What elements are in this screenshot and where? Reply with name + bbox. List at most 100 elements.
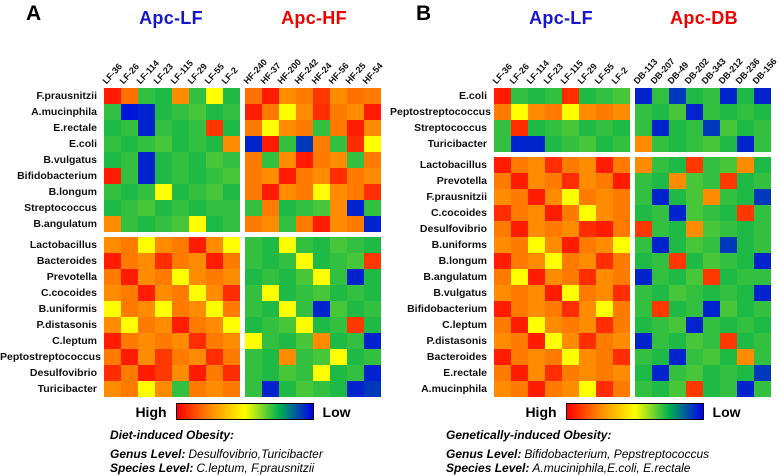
heatmap-cell: [206, 152, 223, 168]
heatmap-cell: [596, 365, 613, 381]
heatmap-cell: [206, 184, 223, 200]
heatmap-cell: [172, 317, 189, 333]
heatmap-cell: [652, 317, 669, 333]
heatmap-cell: [347, 168, 364, 184]
heatmap-cell: [296, 253, 313, 269]
heatmap-cell: [347, 365, 364, 381]
row-label: B.angulatum: [423, 271, 487, 283]
heatmap-cell: [494, 120, 511, 136]
heatmap-cell: [511, 349, 528, 365]
caption-diet-induced: Diet-induced Obesity: Genus Level: Desulf…: [110, 428, 323, 475]
heatmap-cell: [313, 184, 330, 200]
heatmap-cell: [545, 189, 562, 205]
row-label: Bifidobacterium: [17, 170, 97, 182]
heatmap-cell: [330, 253, 347, 269]
heatmap-cell: [138, 216, 155, 232]
heatmap-cell: [545, 365, 562, 381]
heatmap-cell: [686, 333, 703, 349]
legend-high-label: High: [135, 403, 167, 420]
heatmap-cell: [138, 365, 155, 381]
heatmap-cell: [104, 136, 121, 152]
row-label: B.longum: [48, 186, 97, 198]
heatmap-cell: [296, 333, 313, 349]
heatmap-cell: [652, 205, 669, 221]
heatmap-cell: [296, 285, 313, 301]
heatmap-cell: [347, 104, 364, 120]
heatmap-cell: [262, 365, 279, 381]
heatmap-cell: [121, 216, 138, 232]
heatmap-cell: [579, 365, 596, 381]
heatmap-cell: [223, 168, 240, 184]
row-label: B.vulgatus: [43, 154, 97, 166]
heatmap-cell: [262, 269, 279, 285]
heatmap-cell: [720, 157, 737, 173]
heatmap-cell: [720, 381, 737, 397]
heatmap-cell: [104, 317, 121, 333]
heatmap-cell: [737, 237, 754, 253]
heatmap-cell: [528, 365, 545, 381]
heatmap-cell: [579, 88, 596, 104]
heatmap-cell: [330, 88, 347, 104]
heatmap-cell: [138, 381, 155, 397]
column-labels: LF-36 LF-26 LF-114 LF-23 LF-115 LF-29 LF-55 LF-…: [101, 30, 388, 86]
heatmap-cell: [613, 333, 630, 349]
heatmap-cell: [313, 168, 330, 184]
heatmap-cell: [613, 381, 630, 397]
heatmap-cell: [528, 333, 545, 349]
row-label: Turicibacter: [37, 383, 97, 395]
heatmap-cell: [330, 349, 347, 365]
heatmap-cell: [296, 381, 313, 397]
heatmap-cell: [347, 317, 364, 333]
heatmap-cell: [330, 200, 347, 216]
heatmap-cell: [652, 269, 669, 285]
heatmap-cell: [720, 301, 737, 317]
heatmap-cell: [313, 88, 330, 104]
row-label: Streptococcus: [414, 122, 487, 134]
heatmap-cell: [223, 349, 240, 365]
heatmap-cell: [245, 285, 262, 301]
heatmap-cell: [686, 173, 703, 189]
heatmap-cell: [121, 168, 138, 184]
heatmap-cell: [686, 269, 703, 285]
heatmap-cell: [189, 184, 206, 200]
heatmap-cell: [754, 157, 771, 173]
heatmap-cell: [562, 189, 579, 205]
heatmap-cell: [313, 349, 330, 365]
heatmap-cell: [245, 88, 262, 104]
heatmap-cell: [364, 253, 381, 269]
heatmap-cell: [652, 333, 669, 349]
heatmap-cell: [596, 104, 613, 120]
heatmap-cell: [511, 365, 528, 381]
heatmap-cell: [635, 333, 652, 349]
heatmap-cell: [245, 104, 262, 120]
heatmap-cell: [330, 317, 347, 333]
row-label: C.leptum: [52, 335, 97, 347]
row-label: E.rectale: [53, 122, 97, 134]
heatmap-cell: [172, 269, 189, 285]
heatmap-cell: [494, 189, 511, 205]
heatmap-cell: [737, 120, 754, 136]
heatmap-cell: [279, 152, 296, 168]
heatmap-cell: [613, 365, 630, 381]
caption-species-line: Species Level: C.leptum, F.prausnitzii: [110, 461, 323, 475]
heatmap-cell: [635, 317, 652, 333]
heatmap-cell: [364, 88, 381, 104]
caption-genetically-induced: Genetically-induced Obesity: Genus Level…: [446, 428, 709, 475]
heatmap-cell: [754, 317, 771, 333]
heatmap-cell: [138, 120, 155, 136]
heatmap-cell: [545, 333, 562, 349]
heatmap-cell: [579, 120, 596, 136]
heatmap-cell: [206, 253, 223, 269]
heatmap-cell: [562, 349, 579, 365]
column-labels: LF-36 LF-26 LF-114 LF-23 LF-115 LF-29 LF-55 LF-…: [491, 30, 779, 86]
heatmap-cell: [737, 104, 754, 120]
heatmap-cell: [172, 88, 189, 104]
heatmap-cell: [528, 173, 545, 189]
heatmap-cell: [172, 168, 189, 184]
row-label: Streptococcus: [24, 202, 97, 214]
row-label: E.coli: [68, 138, 97, 150]
heatmap-cell: [511, 157, 528, 173]
heatmap-cell: [528, 205, 545, 221]
heatmap-cell: [313, 253, 330, 269]
heatmap-cell: [635, 157, 652, 173]
